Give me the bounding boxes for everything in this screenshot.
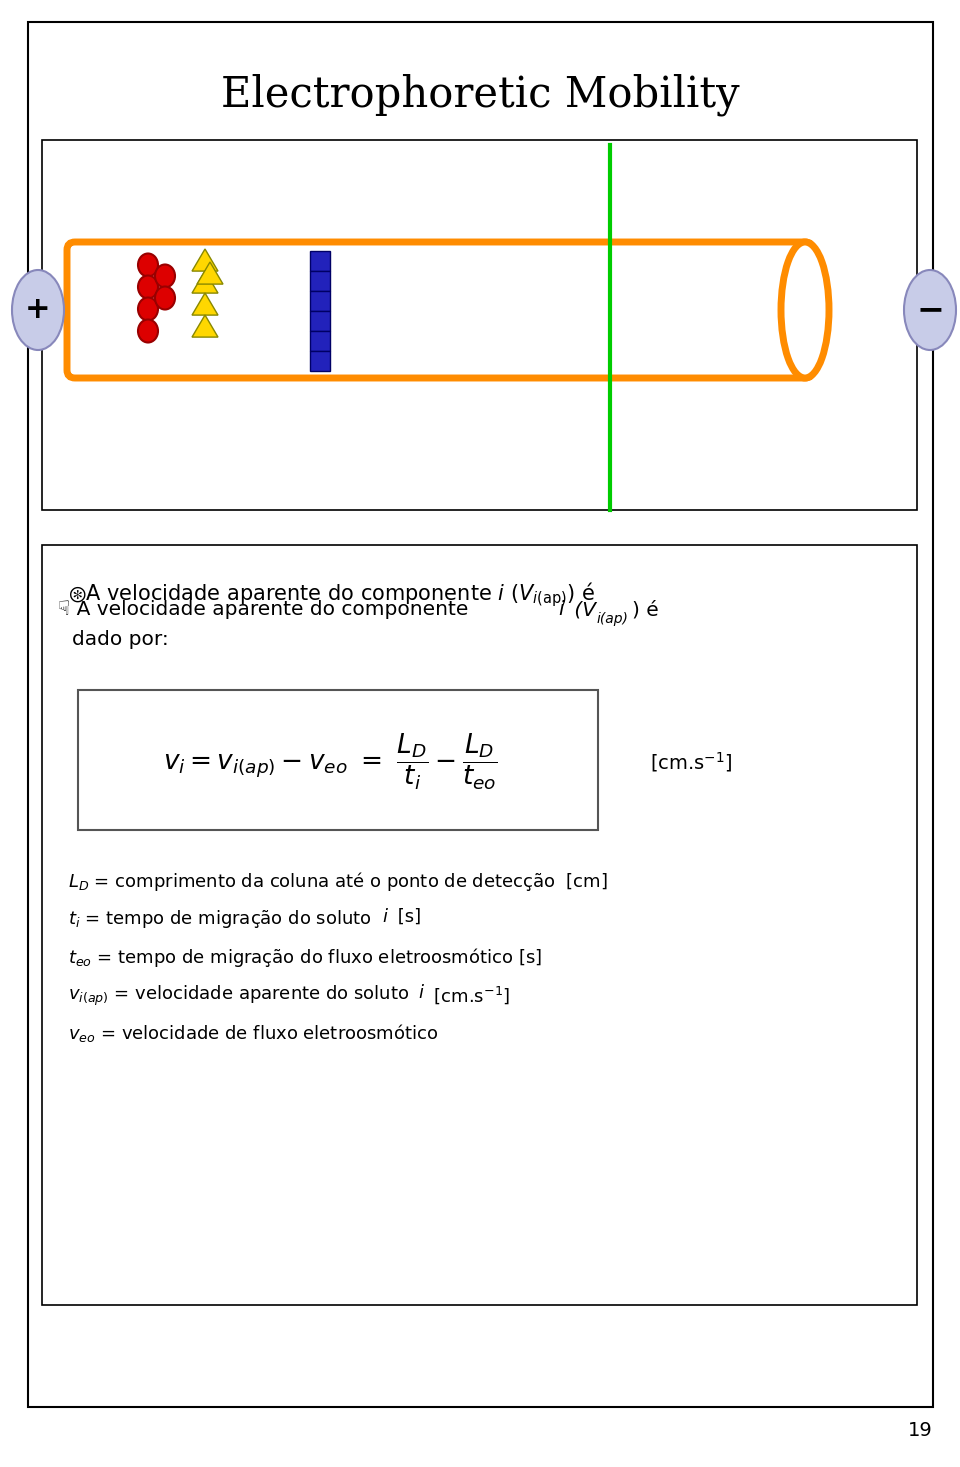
Text: −: − <box>916 293 944 327</box>
Polygon shape <box>197 263 223 285</box>
Text: 19: 19 <box>907 1420 932 1439</box>
FancyBboxPatch shape <box>78 689 598 830</box>
Text: [cm.s$^{-1}$]: [cm.s$^{-1}$] <box>650 750 732 775</box>
Polygon shape <box>192 293 218 315</box>
Ellipse shape <box>12 270 64 351</box>
Text: +: + <box>25 295 51 324</box>
Text: $v_i = v_{i(ap)} - v_{eo} \ = \ \dfrac{L_D}{t_i} - \dfrac{L_D}{t_{eo}}$: $v_i = v_{i(ap)} - v_{eo} \ = \ \dfrac{L… <box>162 732 497 792</box>
Polygon shape <box>192 249 218 271</box>
FancyBboxPatch shape <box>310 271 330 290</box>
Text: ) é: ) é <box>632 600 659 619</box>
Text: $L_D$ = comprimento da coluna até o ponto de detecção  [cm]: $L_D$ = comprimento da coluna até o pont… <box>68 870 608 893</box>
Polygon shape <box>192 315 218 337</box>
Text: $t_{eo}$ = tempo de migração do fluxo eletroosmótico [s]: $t_{eo}$ = tempo de migração do fluxo el… <box>68 946 542 970</box>
FancyBboxPatch shape <box>28 22 933 1407</box>
FancyBboxPatch shape <box>310 290 330 311</box>
Polygon shape <box>192 271 218 293</box>
Ellipse shape <box>155 264 175 288</box>
Text: [s]: [s] <box>392 908 421 926</box>
FancyBboxPatch shape <box>42 546 917 1306</box>
FancyBboxPatch shape <box>310 251 330 271</box>
Text: (V: (V <box>568 600 596 619</box>
Text: $v_{eo}$ = velocidade de fluxo eletroosmótico: $v_{eo}$ = velocidade de fluxo eletroosm… <box>68 1022 439 1045</box>
FancyBboxPatch shape <box>310 332 330 351</box>
Ellipse shape <box>138 276 158 298</box>
Ellipse shape <box>781 242 829 378</box>
Text: i: i <box>382 908 387 926</box>
Ellipse shape <box>138 254 158 276</box>
FancyBboxPatch shape <box>310 311 330 332</box>
Text: ☟ A velocidade aparente do componente: ☟ A velocidade aparente do componente <box>58 600 475 619</box>
FancyBboxPatch shape <box>42 139 917 511</box>
Text: $t_i$ = tempo de migração do soluto: $t_i$ = tempo de migração do soluto <box>68 908 372 930</box>
Ellipse shape <box>138 320 158 342</box>
Text: i: i <box>418 984 423 1002</box>
Text: dado por:: dado por: <box>72 629 169 648</box>
Text: [cm.s$^{-1}$]: [cm.s$^{-1}$] <box>428 984 510 1006</box>
Text: i: i <box>558 600 564 619</box>
Ellipse shape <box>904 270 956 351</box>
Text: Electrophoretic Mobility: Electrophoretic Mobility <box>221 73 739 116</box>
Ellipse shape <box>155 286 175 310</box>
Text: $v_{i(ap)}$ = velocidade aparente do soluto: $v_{i(ap)}$ = velocidade aparente do sol… <box>68 984 410 1008</box>
FancyBboxPatch shape <box>67 242 813 378</box>
FancyBboxPatch shape <box>310 351 330 371</box>
Text: i(ap): i(ap) <box>597 612 629 626</box>
Ellipse shape <box>138 298 158 320</box>
Text: $\mathcal{\circledast}$A velocidade aparente do componente $i$ ($V_{i(\mathrm{ap: $\mathcal{\circledast}$A velocidade apar… <box>68 579 595 609</box>
